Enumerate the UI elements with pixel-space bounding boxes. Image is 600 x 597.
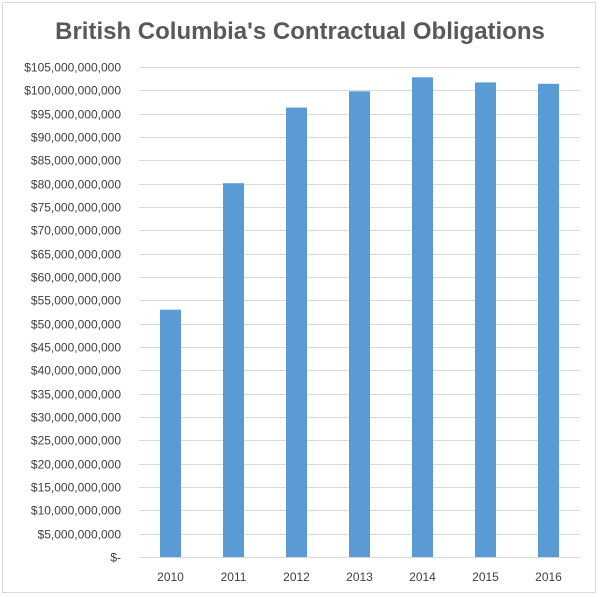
y-tick-label: $40,000,000,000 [31, 364, 121, 378]
y-tick-label: $85,000,000,000 [31, 154, 121, 168]
bar-2015 [475, 82, 496, 558]
y-tick-label: $60,000,000,000 [31, 271, 121, 285]
y-axis-ticks: $- $5,000,000,000 $10,000,000,000 $15,000,0… [24, 61, 121, 565]
x-tick-label-2016: 2016 [535, 570, 562, 584]
y-tick-label: $50,000,000,000 [31, 318, 121, 332]
y-tick-label: $5,000,000,000 [38, 528, 122, 542]
y-tick-label: $95,000,000,000 [31, 108, 121, 122]
y-tick-label: $75,000,000,000 [31, 201, 121, 215]
x-tick-label-2014: 2014 [409, 570, 436, 584]
bar-2016 [538, 83, 559, 558]
y-tick-label: $20,000,000,000 [31, 458, 121, 472]
y-tick-label: $80,000,000,000 [31, 178, 121, 192]
y-tick-label: $- [110, 551, 121, 565]
y-tick-label: $35,000,000,000 [31, 388, 121, 402]
y-tick-label: $45,000,000,000 [31, 341, 121, 355]
y-tick-label: $105,000,000,000 [24, 61, 121, 75]
x-tick-label-2015: 2015 [472, 570, 499, 584]
x-tick-label-2013: 2013 [346, 570, 373, 584]
x-tick-label-2012: 2012 [283, 570, 310, 584]
y-tick-label: $70,000,000,000 [31, 224, 121, 238]
y-tick-label: $100,000,000,000 [24, 84, 121, 98]
bar-2011 [223, 183, 244, 557]
bar-2014 [412, 77, 433, 558]
x-tick-label-2011: 2011 [221, 570, 247, 584]
bar-2010 [160, 309, 181, 557]
y-tick-label: $30,000,000,000 [31, 411, 121, 425]
bars [160, 77, 559, 558]
y-tick-label: $55,000,000,000 [31, 294, 121, 308]
chart-title: British Columbia's Contractual Obligatio… [55, 18, 545, 45]
y-tick-label: $90,000,000,000 [31, 131, 121, 145]
x-tick-label-2010: 2010 [157, 570, 184, 584]
x-axis-ticks: 2010 2011 2012 2013 2014 2015 2016 [157, 570, 562, 584]
bar-2012 [286, 107, 307, 557]
y-tick-label: $65,000,000,000 [31, 248, 121, 262]
y-tick-label: $25,000,000,000 [31, 434, 121, 448]
y-tick-label: $15,000,000,000 [31, 481, 121, 495]
bar-2013 [349, 91, 370, 558]
y-tick-label: $10,000,000,000 [31, 504, 121, 518]
